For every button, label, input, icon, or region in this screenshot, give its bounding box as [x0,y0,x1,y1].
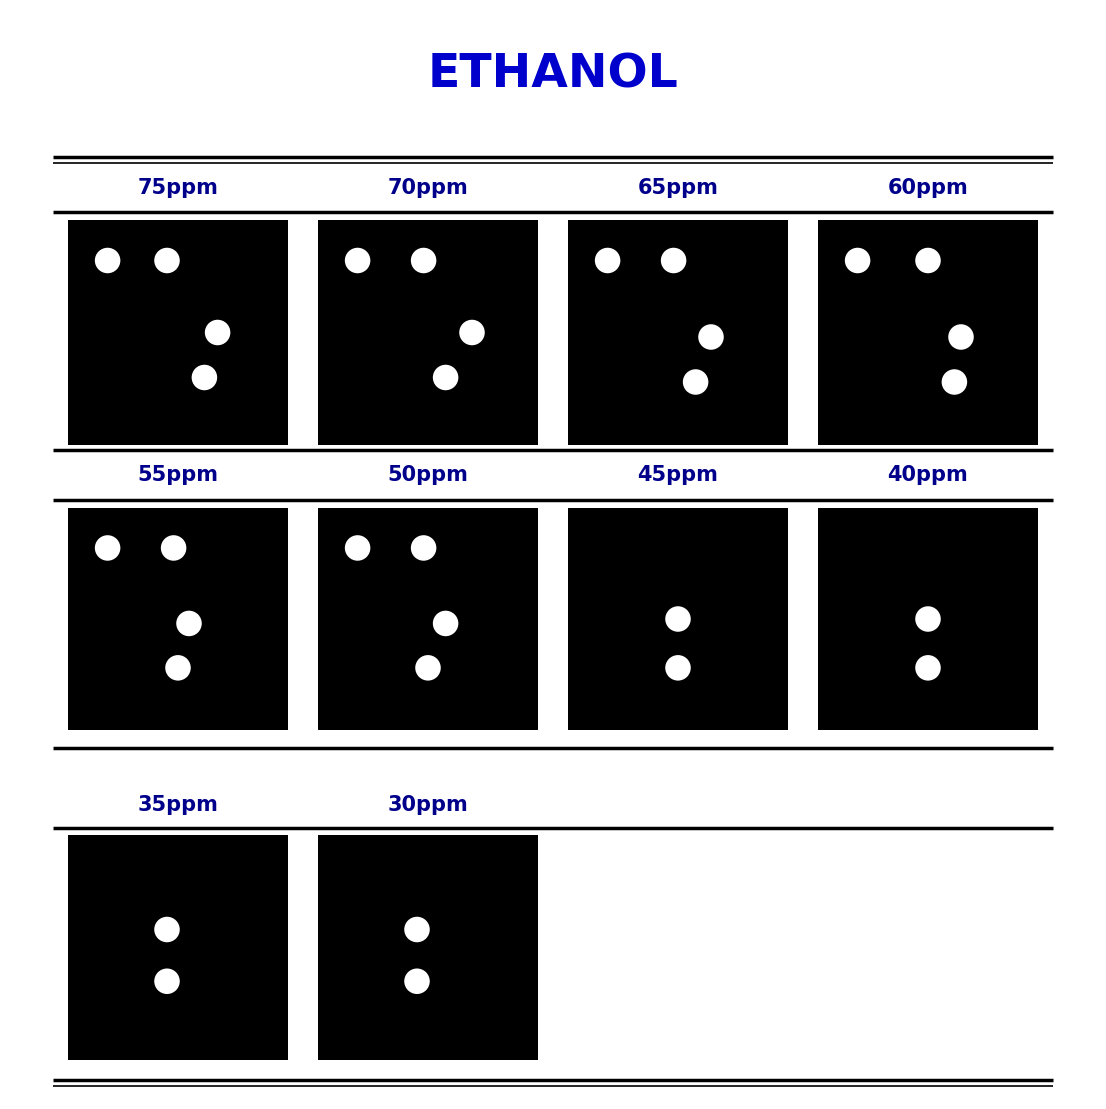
Bar [67,220,288,445]
Circle shape [665,655,691,681]
Circle shape [345,247,371,273]
Bar [319,835,538,1060]
Bar [568,508,787,730]
Bar [319,508,538,730]
Text: 30ppm: 30ppm [387,795,468,815]
Text: 65ppm: 65ppm [637,179,719,199]
Text: 40ppm: 40ppm [888,465,969,485]
Text: 70ppm: 70ppm [387,179,468,199]
Circle shape [154,917,180,943]
Circle shape [432,611,458,637]
Circle shape [665,607,691,632]
Text: 75ppm: 75ppm [137,179,219,199]
Bar [67,835,288,1060]
Circle shape [95,247,121,273]
Bar [67,508,288,730]
Text: 55ppm: 55ppm [137,465,219,485]
Circle shape [432,365,458,390]
Circle shape [345,536,371,561]
Circle shape [682,369,708,395]
Circle shape [595,247,620,273]
Circle shape [191,365,217,390]
Circle shape [404,968,430,994]
Circle shape [154,968,180,994]
Text: 35ppm: 35ppm [137,795,219,815]
Bar [818,220,1039,445]
Circle shape [415,655,441,681]
Circle shape [176,611,201,637]
Circle shape [948,324,973,349]
Bar [818,508,1039,730]
Circle shape [154,247,180,273]
Circle shape [205,319,230,345]
Circle shape [410,536,437,561]
Circle shape [95,536,121,561]
Circle shape [916,607,941,632]
Text: ETHANOL: ETHANOL [428,52,678,98]
Bar [319,220,538,445]
Circle shape [845,247,870,273]
Circle shape [404,917,430,943]
Circle shape [661,247,687,273]
Circle shape [459,319,484,345]
Bar [568,220,787,445]
Text: 50ppm: 50ppm [387,465,469,485]
Circle shape [698,324,723,349]
Circle shape [160,536,186,561]
Circle shape [410,247,437,273]
Circle shape [916,655,941,681]
Text: 60ppm: 60ppm [888,179,969,199]
Circle shape [165,655,190,681]
Circle shape [941,369,967,395]
Circle shape [916,247,941,273]
Text: 45ppm: 45ppm [637,465,719,485]
